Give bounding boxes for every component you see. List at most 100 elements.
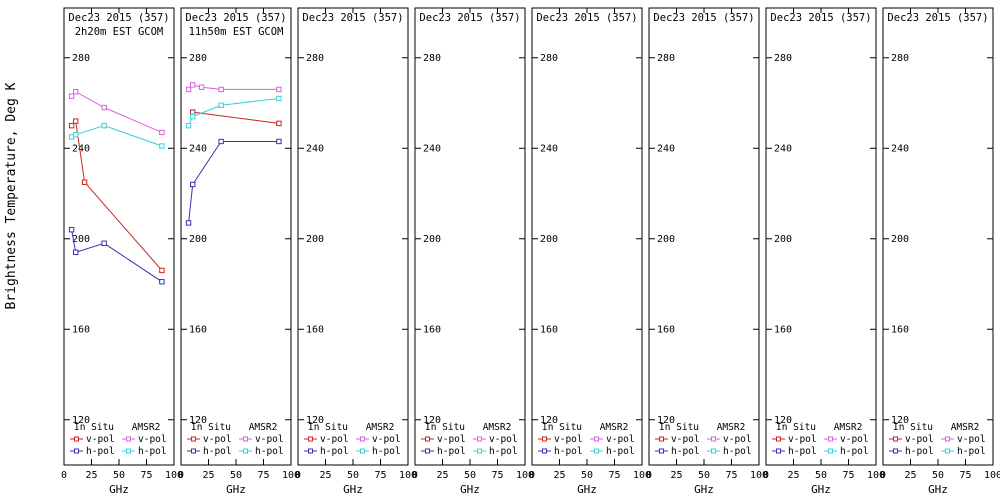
legend-label: h-pol: [554, 446, 583, 457]
legend-label: h-pol: [372, 446, 401, 457]
series-marker-insitu_hpol: [190, 181, 196, 188]
panel-title: Dec23 2015 (357): [536, 12, 637, 24]
panel-title: Dec23 2015 (357): [68, 12, 169, 24]
legend-header: In Situ: [191, 422, 231, 433]
x-tick-label: 100: [750, 470, 768, 481]
legend-sample-marker: [425, 436, 430, 442]
legend-label: h-pol: [723, 446, 752, 457]
series-marker-amsr2_hpol: [185, 122, 192, 129]
legend-label: v-pol: [255, 434, 284, 445]
series-marker-insitu_vpol: [159, 267, 165, 274]
x-tick-label: 50: [347, 470, 359, 481]
legend-label: h-pol: [957, 446, 986, 457]
series-marker-insitu_hpol: [73, 249, 79, 256]
legend-sample-marker: [659, 436, 664, 442]
x-tick-label: 100: [516, 470, 534, 481]
panel-3: Dec23 2015 (357) 120 160 200 240 280 0 25 50 75 10…: [295, 7, 417, 496]
legend-label: v-pol: [437, 434, 466, 445]
series-marker-insitu_vpol: [68, 122, 75, 129]
y-tick-label: 120: [891, 415, 909, 426]
x-tick-label: 0: [763, 470, 769, 481]
y-tick-label: 240: [891, 143, 909, 154]
y-tick-label: 240: [423, 143, 441, 154]
legend-sample-marker: [659, 448, 664, 454]
panel-title: Dec23 2015 (357): [419, 12, 520, 24]
y-tick-label: 200: [774, 234, 792, 245]
x-tick-label: 25: [319, 470, 331, 481]
y-tick-label: 160: [306, 324, 324, 335]
legend-sample-marker: [243, 436, 248, 442]
x-tick-label: 75: [491, 470, 503, 481]
legend-label: h-pol: [840, 446, 869, 457]
series-marker-amsr2_vpol: [190, 82, 196, 88]
y-tick-label: 280: [306, 53, 324, 64]
y-tick-label: 200: [189, 234, 207, 245]
legend-label: v-pol: [957, 434, 986, 445]
y-tick-label: 240: [306, 143, 324, 154]
legend-sample-marker: [828, 436, 833, 442]
legend-label: v-pol: [554, 434, 583, 445]
legend-sample-marker: [126, 448, 131, 454]
panel-1: Dec23 2015 (357) 2h20m EST GCOM 120 160 200 2…: [61, 7, 183, 496]
panel-5: Dec23 2015 (357) 120 160 200 240 280 0 25 50 75 10…: [529, 7, 651, 496]
legend-header: In Situ: [425, 422, 465, 433]
y-tick-label: 120: [306, 415, 324, 426]
y-tick-label: 160: [891, 324, 909, 335]
legend-sample-marker: [542, 436, 547, 442]
series-marker-insitu_hpol: [68, 227, 75, 233]
panel-subtitle: 2h20m EST GCOM: [75, 26, 164, 38]
x-tick-label: 75: [608, 470, 620, 481]
series-marker-insitu_vpol: [190, 109, 196, 115]
y-tick-label: 240: [72, 143, 90, 154]
legend-label: v-pol: [320, 434, 349, 445]
legend-sample-marker: [360, 436, 365, 442]
legend-sample-marker: [776, 448, 781, 454]
series-marker-insitu_vpol: [73, 118, 79, 124]
x-tick-label: 25: [787, 470, 799, 481]
y-tick-label: 240: [540, 143, 558, 154]
y-tick-label: 160: [774, 324, 792, 335]
series-marker-insitu_vpol: [276, 120, 282, 127]
series-marker-insitu_hpol: [218, 138, 224, 145]
panel-grid: Dec23 2015 (357) 2h20m EST GCOM 120 160 200 2…: [61, 7, 1000, 496]
y-tick-label: 280: [423, 53, 441, 64]
x-tick-label: 25: [202, 470, 214, 481]
legend-header: AMSR2: [717, 422, 746, 433]
y-tick-label: 280: [540, 53, 558, 64]
x-tick-label: 0: [529, 470, 535, 481]
panel-title: Dec23 2015 (357): [302, 12, 403, 24]
panel-7: Dec23 2015 (357) 120 160 200 240 280 0 25 50 75 10…: [763, 7, 885, 496]
series-marker-amsr2_vpol: [185, 86, 192, 93]
y-tick-label: 200: [423, 234, 441, 245]
x-tick-label: 50: [932, 470, 944, 481]
legend-header: In Situ: [74, 422, 114, 433]
legend-label: h-pol: [606, 446, 635, 457]
y-tick-label: 120: [423, 415, 441, 426]
x-axis-label: GHz: [811, 483, 831, 496]
legend-header: In Situ: [308, 422, 348, 433]
y-tick-label: 240: [189, 143, 207, 154]
y-axis-label: Brightness Temperature, Deg K: [4, 82, 19, 309]
legend-header: In Situ: [542, 422, 582, 433]
legend-header: AMSR2: [132, 422, 161, 433]
panel-6: Dec23 2015 (357) 120 160 200 240 280 0 25 50 75 10…: [646, 7, 768, 496]
legend-sample-marker: [477, 436, 482, 442]
legend-header: AMSR2: [483, 422, 512, 433]
legend-sample-marker: [945, 436, 950, 442]
y-tick-label: 160: [423, 324, 441, 335]
series-marker-amsr2_hpol: [73, 131, 79, 138]
x-tick-label: 25: [85, 470, 97, 481]
y-tick-label: 200: [540, 234, 558, 245]
legend-sample-marker: [711, 448, 716, 454]
x-tick-label: 75: [725, 470, 737, 481]
x-axis-label: GHz: [577, 483, 597, 496]
x-tick-label: 50: [698, 470, 710, 481]
y-tick-label: 120: [774, 415, 792, 426]
legend-sample-marker: [126, 436, 131, 442]
x-axis-label: GHz: [343, 483, 363, 496]
legend-label: h-pol: [138, 446, 167, 457]
y-tick-label: 200: [891, 234, 909, 245]
legend-sample-marker: [893, 436, 898, 442]
y-tick-label: 120: [657, 415, 675, 426]
x-tick-label: 50: [113, 470, 125, 481]
